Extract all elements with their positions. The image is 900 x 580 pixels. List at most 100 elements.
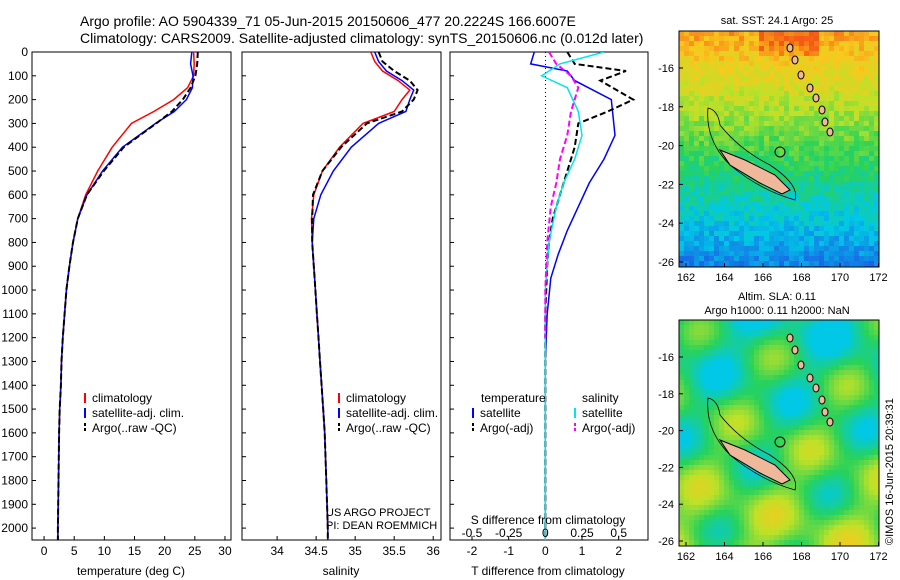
sla-cell [829,515,835,521]
sla-cell [809,445,815,451]
sla-cell [689,470,695,476]
sla-cell [699,495,705,501]
sst-cell [829,136,835,142]
sst-cell [764,151,770,157]
sla-cell [834,400,840,406]
sst-cell [764,261,770,267]
sst-cell [859,51,865,57]
sst-cell [829,256,835,262]
argo-location-marker [774,146,786,158]
sla-cell [874,320,879,326]
sla-cell [784,435,790,441]
sst-cell [829,41,835,47]
sst-cell [769,151,775,157]
sla-cell [704,405,710,411]
sla-cell [729,485,735,491]
sla-cell [804,410,810,416]
sla-cell [689,390,695,396]
sst-cell [764,46,770,52]
sla-cell [729,530,735,536]
sla-cell [714,400,720,406]
sla-cell [834,410,840,416]
sst-cell [749,126,755,132]
sst-cell [859,86,865,92]
sst-cell [774,36,780,42]
sst-cell [714,41,720,47]
sla-cell [869,445,875,451]
sla-cell [804,540,810,546]
sla-cell [694,520,700,526]
sst-cell [814,41,820,47]
sla-cell [704,495,710,501]
sla-cell [749,440,755,446]
sst-cell [844,256,850,262]
sla-cell [759,420,765,426]
sla-cell [784,425,790,431]
sst-cell [699,256,705,262]
sst-cell [739,261,745,267]
sst-cell [739,31,745,37]
sla-cell [704,360,710,366]
sst-cell [874,171,879,177]
vanuatu-island [806,83,814,93]
sst-cell [744,41,750,47]
sla-cell [689,425,695,431]
sla-cell [779,370,785,376]
sla-cell [744,540,750,546]
sla-cell [734,415,740,421]
sla-cell [724,510,730,516]
map-y-tick-label: -20 [658,426,674,438]
sla-map-frame [678,319,880,547]
sst-cell [729,96,735,102]
sla-cell [854,500,860,506]
sla-cell [754,325,760,331]
sst-cell [819,136,825,142]
sst-cell [819,191,825,197]
sst-cell [839,221,845,227]
sst-cell [869,36,875,42]
sla-cell [814,445,820,451]
sst-cell [849,181,855,187]
sla-cell [744,400,750,406]
sst-cell [859,206,865,212]
sst-cell [844,246,850,252]
sla-cell [854,435,860,441]
sla-cell [784,540,790,546]
sla-cell [829,395,835,401]
sla-cell [714,355,720,361]
sst-cell [679,156,685,162]
sla-cell [839,540,845,546]
sst-cell [729,201,735,207]
sst-cell [724,56,730,62]
sla-cell [739,500,745,506]
sst-cell [819,81,825,87]
sst-cell [824,96,830,102]
sla-cell [754,475,760,481]
sla-cell [704,330,710,336]
sla-cell [769,430,775,436]
sst-cell [854,116,860,122]
sla-cell [814,320,820,326]
sst-cell [714,46,720,52]
sla-cell [874,355,879,361]
sst-cell [834,71,840,77]
sla-cell [839,370,845,376]
sla-cell [684,360,690,366]
sst-cell [754,106,760,112]
sst-cell [864,141,870,147]
sla-cell [734,525,740,531]
sla-cell [739,405,745,411]
sst-cell [864,36,870,42]
sla-cell [824,465,830,471]
sla-cell [754,440,760,446]
sst-cell [784,31,790,37]
sst-cell [779,131,785,137]
sla-cell [714,445,720,451]
sla-cell [839,365,845,371]
sla-cell [869,430,875,436]
sst-cell [839,236,845,242]
sla-cell [854,485,860,491]
sst-cell [774,241,780,247]
sla-cell [754,400,760,406]
sla-cell [874,340,879,346]
